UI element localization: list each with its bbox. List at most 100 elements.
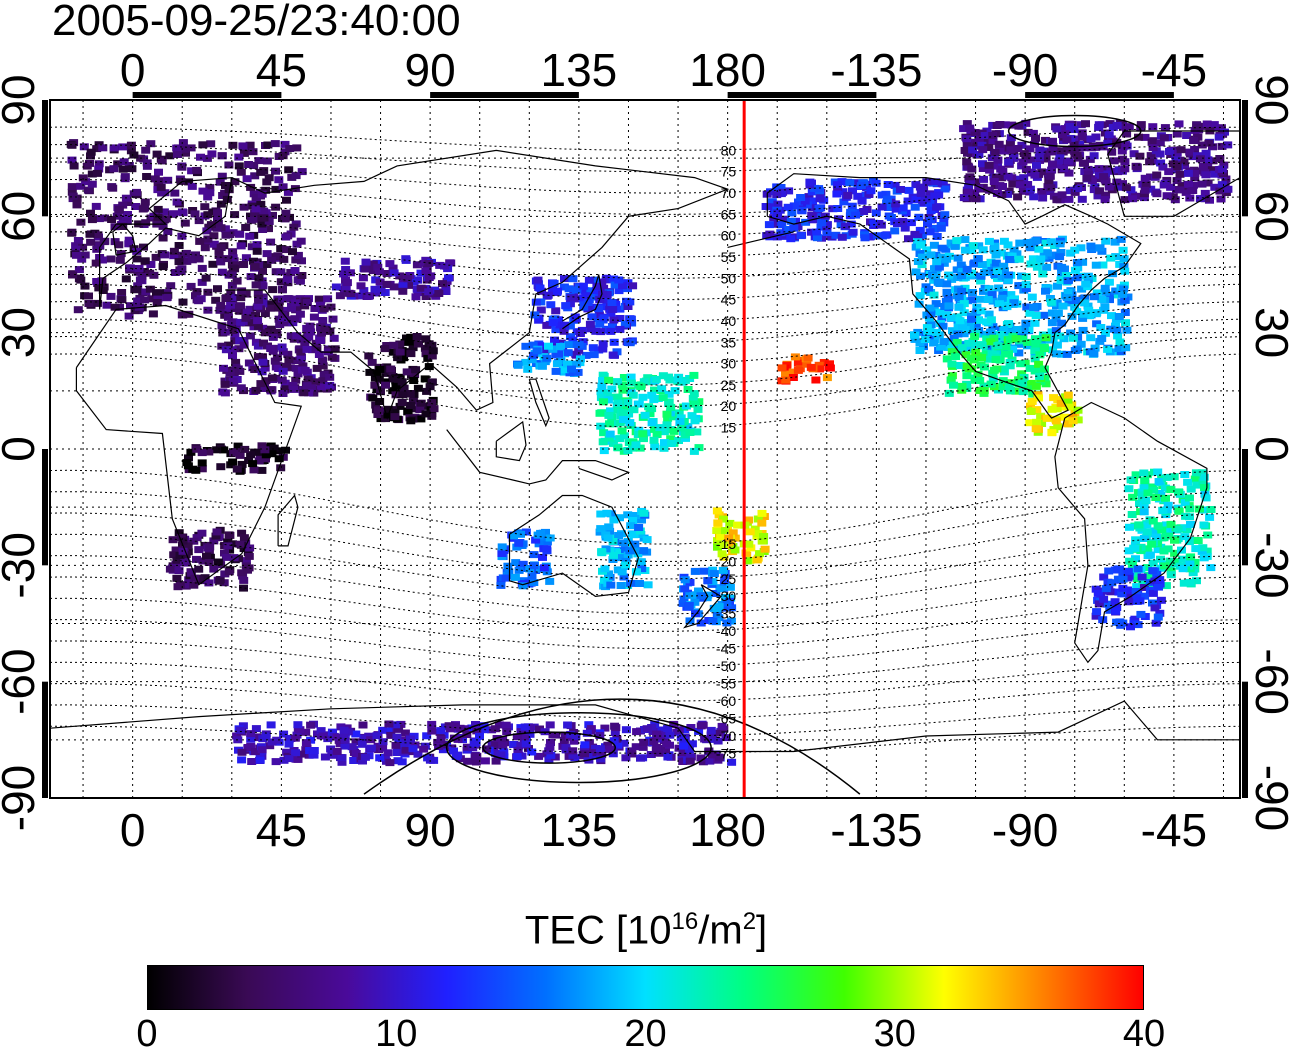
tec-pixel (772, 233, 782, 241)
tec-pixel (569, 737, 579, 745)
tec-pixel (1111, 287, 1121, 295)
tec-pixel (1201, 494, 1211, 502)
magnetic-latitude-line (50, 248, 1240, 301)
tec-pixel (1077, 285, 1087, 293)
tec-pixel (669, 720, 679, 728)
tec-pixel (665, 731, 675, 739)
tec-pixel (988, 370, 998, 378)
tec-pixel (278, 348, 288, 356)
tec-pixel (1000, 350, 1010, 358)
tec-pixel (178, 139, 188, 147)
tec-pixel (206, 221, 216, 229)
tec-pixel (1047, 319, 1057, 327)
tec-pixel (259, 385, 269, 392)
tec-pixel (237, 287, 247, 295)
tec-pixel (1170, 536, 1179, 544)
tec-pixel (119, 158, 129, 166)
tec-pixel (258, 300, 268, 308)
tec-pixel (520, 723, 530, 731)
tec-pixel (1046, 184, 1056, 192)
tec-pixel (403, 274, 412, 282)
tec-pixel (282, 362, 291, 370)
tec-pixel (67, 183, 77, 191)
tec-pixel (696, 592, 706, 600)
tec-pixel (79, 143, 89, 151)
tec-pixel (1037, 188, 1047, 196)
tec-pixel (107, 216, 117, 223)
tec-pixel (694, 727, 704, 735)
tec-pixel (536, 306, 546, 314)
bottom-longitude-label: 0 (120, 804, 146, 856)
tec-pixel (220, 189, 230, 197)
tec-pixel (192, 555, 201, 563)
tec-pixel (915, 183, 925, 191)
tec-pixel (534, 540, 544, 548)
tec-pixel (73, 306, 83, 314)
tec-pixel (931, 300, 941, 308)
tec-pixel (588, 344, 598, 352)
tec-pixel (272, 354, 282, 362)
tec-pixel (421, 335, 431, 343)
tec-pixel (924, 285, 934, 293)
tec-pixel (603, 396, 613, 404)
tec-pixel (527, 572, 537, 580)
tec-pixel (248, 215, 258, 223)
tec-pixel (826, 233, 836, 241)
tec-pixel (228, 540, 237, 548)
tec-pixel (419, 259, 429, 267)
tec-pixel (126, 302, 135, 310)
tec-pixel (1166, 520, 1176, 528)
tec-pixel (546, 739, 555, 746)
tec-pixel (541, 528, 550, 536)
tec-pixel (953, 330, 963, 338)
tec-pixel (1149, 486, 1159, 494)
tec-pixel (1094, 165, 1104, 173)
tec-pixel (512, 733, 522, 741)
right-latitude-label: 0 (1246, 436, 1292, 462)
tec-pixel (383, 405, 393, 413)
tec-pixel (552, 360, 562, 368)
tec-pixel (933, 278, 943, 286)
tec-pixel (607, 299, 617, 307)
tec-pixel (999, 262, 1009, 270)
tec-pixel (1053, 423, 1063, 431)
tec-pixel (846, 208, 856, 216)
tec-pixel (628, 391, 638, 399)
tec-pixel (381, 415, 390, 423)
tec-pixel (288, 381, 298, 389)
tec-pixel (78, 174, 88, 182)
tec-pixel (102, 301, 112, 309)
tec-pixel (947, 314, 957, 322)
tec-pixel (229, 554, 239, 562)
tec-pixel (1206, 166, 1216, 174)
tec-pixel (1163, 501, 1173, 509)
tec-pixel (936, 224, 946, 232)
tec-pixel (1115, 338, 1125, 346)
tec-pixel (1078, 258, 1088, 266)
tec-pixel (1183, 169, 1193, 177)
tec-pixel (232, 465, 242, 473)
tec-pixel (1131, 588, 1141, 595)
tec-pixel (260, 329, 270, 337)
tec-pixel (1031, 134, 1040, 142)
bottom-longitude-label: -45 (1141, 804, 1207, 856)
tec-pixel (223, 542, 233, 550)
tec-pixel (1074, 296, 1084, 304)
tec-pixel (1124, 598, 1134, 606)
tec-pixel (1014, 122, 1024, 130)
tec-pixel (1017, 370, 1027, 378)
tec-pixel (742, 557, 752, 565)
tec-pixel (396, 720, 406, 728)
tec-pixel (566, 294, 576, 302)
tec-pixel (970, 259, 980, 267)
tec-pixel (203, 211, 213, 219)
tec-pixel (1190, 174, 1200, 182)
tec-pixel (593, 315, 603, 322)
magnetic-latitude-label: 15 (721, 420, 737, 436)
tec-pixel (183, 542, 193, 550)
tec-pixel (623, 551, 633, 559)
tec-pixel (316, 727, 326, 735)
tec-pixel (1141, 496, 1151, 504)
tec-pixel (575, 330, 585, 337)
tec-pixel (1174, 488, 1183, 496)
